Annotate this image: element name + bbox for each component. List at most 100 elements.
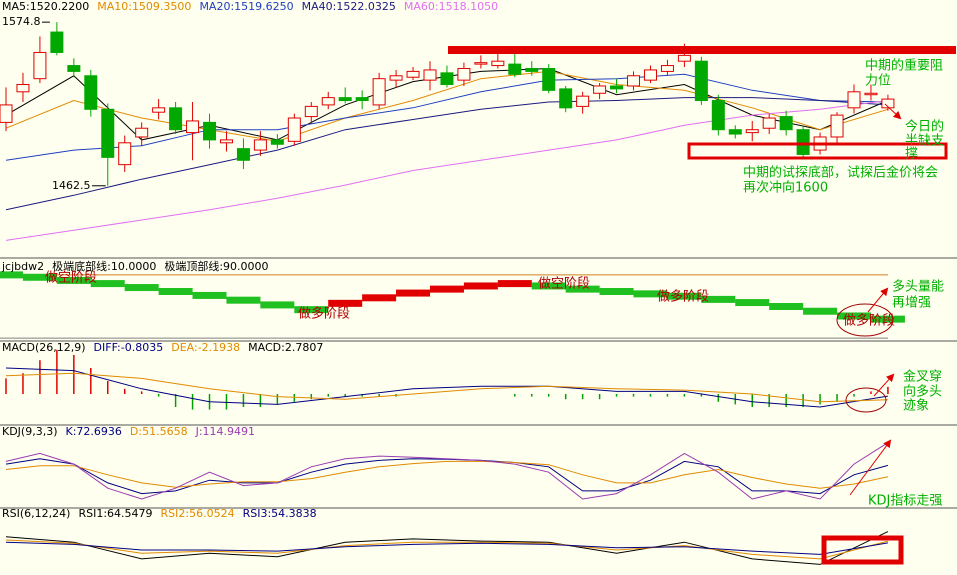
candle-body bbox=[508, 63, 522, 75]
indicator-line bbox=[5, 442, 889, 500]
annotation: KDJ指标走强 bbox=[868, 494, 942, 509]
rsi-box bbox=[821, 535, 904, 565]
step-block bbox=[667, 292, 702, 300]
step-block bbox=[565, 285, 600, 293]
candle-body bbox=[101, 108, 115, 158]
legend-label: DIFF:-0.8035 bbox=[94, 341, 164, 354]
candle-body bbox=[627, 75, 641, 87]
candle-body bbox=[779, 116, 793, 131]
stage-label: 做多阶段 bbox=[298, 306, 350, 322]
candle-body bbox=[542, 67, 556, 91]
annotation: 向多头 bbox=[903, 384, 942, 400]
legend-label: MA20:1519.6250 bbox=[199, 0, 293, 13]
annotation: 迹象 bbox=[903, 399, 929, 414]
step-block bbox=[0, 271, 23, 279]
step-block bbox=[192, 291, 227, 299]
indicator-line bbox=[5, 541, 888, 555]
candle-body bbox=[728, 129, 742, 135]
candle-body bbox=[270, 139, 284, 145]
candle-body bbox=[660, 65, 674, 72]
step-block bbox=[396, 289, 431, 297]
step-block bbox=[633, 290, 668, 298]
legend-label: J:114.9491 bbox=[195, 425, 255, 438]
step-block bbox=[226, 296, 261, 304]
candle-body bbox=[33, 51, 47, 80]
step-block bbox=[769, 303, 804, 310]
step-block bbox=[362, 294, 397, 302]
candle-body bbox=[643, 69, 657, 81]
candle-body bbox=[203, 121, 217, 141]
candle-body bbox=[796, 129, 810, 155]
annotation: 中期的试探底部，试探后金价将会 bbox=[743, 165, 938, 181]
step-block bbox=[599, 287, 634, 295]
candle-body bbox=[372, 78, 386, 106]
candle-body bbox=[287, 117, 301, 142]
stage-label: 做多阶段 bbox=[657, 289, 709, 305]
candle-body bbox=[745, 129, 759, 134]
step-block bbox=[328, 299, 363, 307]
candle-body bbox=[389, 75, 403, 81]
step-block bbox=[90, 280, 125, 288]
indicator-line bbox=[5, 531, 889, 565]
candle-body bbox=[762, 117, 776, 129]
legend-label: 极端顶部线:90.0000 bbox=[164, 259, 268, 273]
candle-body bbox=[0, 104, 13, 123]
step-block bbox=[294, 306, 329, 314]
candle-body bbox=[525, 67, 539, 72]
indicator-line bbox=[5, 97, 888, 211]
step-block bbox=[531, 282, 566, 290]
candle-body bbox=[406, 70, 420, 78]
legend-label: MA60:1518.1050 bbox=[404, 0, 498, 13]
step-block bbox=[124, 284, 159, 292]
step-block bbox=[463, 282, 498, 290]
candle-body bbox=[457, 67, 471, 81]
annotation: 再增强 bbox=[892, 296, 931, 311]
candle-body bbox=[16, 84, 30, 93]
step-block bbox=[429, 285, 464, 293]
annotation: 多头量能 bbox=[892, 279, 944, 295]
legend-label: K:72.6936 bbox=[66, 425, 122, 438]
candle-body bbox=[152, 107, 166, 113]
annotation: 金叉穿 bbox=[903, 369, 942, 385]
indicator-line bbox=[5, 367, 888, 408]
highlight-ellipse bbox=[836, 303, 894, 337]
candle-body bbox=[50, 31, 64, 53]
legend-label: MA40:1522.0325 bbox=[302, 0, 396, 13]
candle-body bbox=[474, 62, 488, 65]
stage-label: 做空阶段 bbox=[538, 277, 590, 292]
indicator-line bbox=[5, 73, 888, 161]
step-block bbox=[870, 315, 905, 323]
candle-body bbox=[321, 97, 335, 106]
legend-label: RSI1:64.5479 bbox=[78, 507, 152, 520]
step-block bbox=[56, 276, 91, 284]
candle-body bbox=[677, 54, 691, 62]
legend-label: DEA:-2.1938 bbox=[171, 341, 240, 354]
step-block bbox=[22, 273, 57, 281]
step-block bbox=[158, 287, 193, 295]
candle-body bbox=[355, 97, 369, 102]
candle-body bbox=[118, 142, 132, 166]
legend-label: RSI2:56.0524 bbox=[161, 507, 235, 520]
high-label: 1574.8 bbox=[2, 15, 41, 28]
candle-body bbox=[711, 100, 725, 131]
candle-body bbox=[135, 127, 149, 138]
annotation: 半缺支 bbox=[905, 134, 944, 149]
candle-body bbox=[304, 105, 318, 118]
annotation: 今日的 bbox=[905, 119, 944, 135]
candle-body bbox=[219, 139, 233, 144]
legend-label: MA5:1520.2200 bbox=[2, 0, 89, 13]
candle-body bbox=[169, 107, 183, 131]
step-block bbox=[701, 295, 736, 303]
arrow bbox=[849, 439, 892, 496]
arrow bbox=[867, 287, 889, 313]
candle-body bbox=[491, 60, 505, 67]
step-block bbox=[260, 301, 295, 309]
candle-body bbox=[576, 95, 590, 107]
indicator-line bbox=[5, 372, 888, 403]
candle-body bbox=[847, 91, 861, 109]
candle-body bbox=[830, 114, 844, 138]
step-block bbox=[735, 299, 770, 307]
candle-body bbox=[694, 60, 708, 102]
annotation: 撑 bbox=[905, 147, 918, 162]
